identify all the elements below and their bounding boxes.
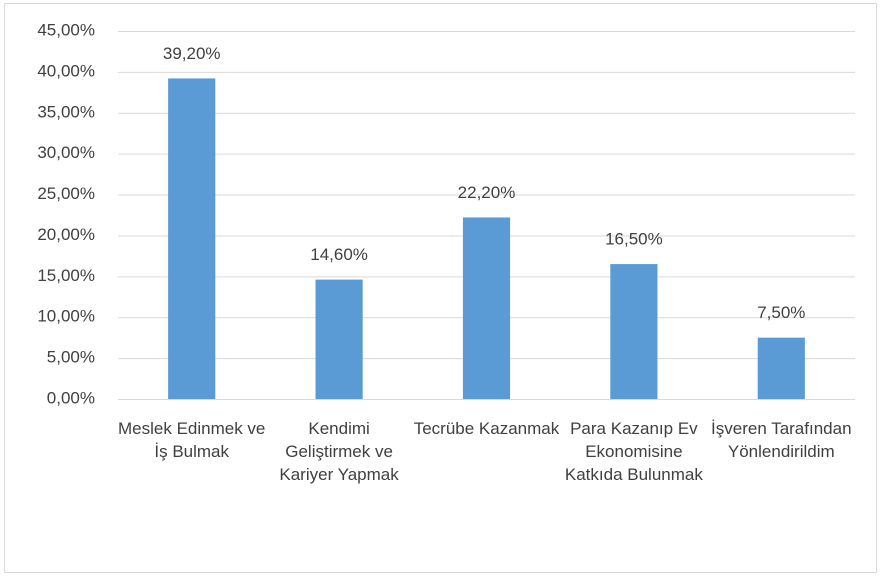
y-tick-label: 10,00% (37, 307, 95, 326)
chart-border (4, 3, 877, 573)
data-label: 39,20% (163, 44, 221, 63)
bar (168, 78, 216, 399)
y-tick-label: 35,00% (37, 102, 95, 121)
y-tick-label: 25,00% (37, 184, 95, 203)
y-tick-label: 20,00% (37, 225, 95, 244)
bar (462, 217, 511, 399)
y-tick-label: 5,00% (47, 348, 95, 367)
bar (757, 337, 805, 399)
x-tick-label: İşveren Tarafından Yönlendirildim (711, 419, 852, 461)
x-tick-label: Tecrübe Kazanmak (413, 419, 560, 438)
bar (315, 279, 363, 399)
y-tick-label: 30,00% (37, 143, 95, 162)
bar (610, 264, 658, 399)
x-tick-label: Meslek Edinmek ve İş Bulmak (118, 419, 266, 461)
y-tick-label: 15,00% (37, 266, 95, 285)
data-label: 14,60% (310, 245, 368, 264)
x-tick-label: Para Kazanıp Ev Ekonomisine Katkıda Bulu… (564, 419, 703, 484)
x-tick-label: Kendimi Geliştirmek ve Kariyer Yapmak (279, 419, 399, 484)
y-tick-label: 0,00% (47, 388, 95, 407)
y-tick-label: 45,00% (37, 20, 95, 39)
data-label: 22,20% (458, 183, 516, 202)
y-tick-label: 40,00% (37, 61, 95, 80)
data-label: 16,50% (605, 230, 663, 249)
data-label: 7,50% (757, 303, 805, 322)
